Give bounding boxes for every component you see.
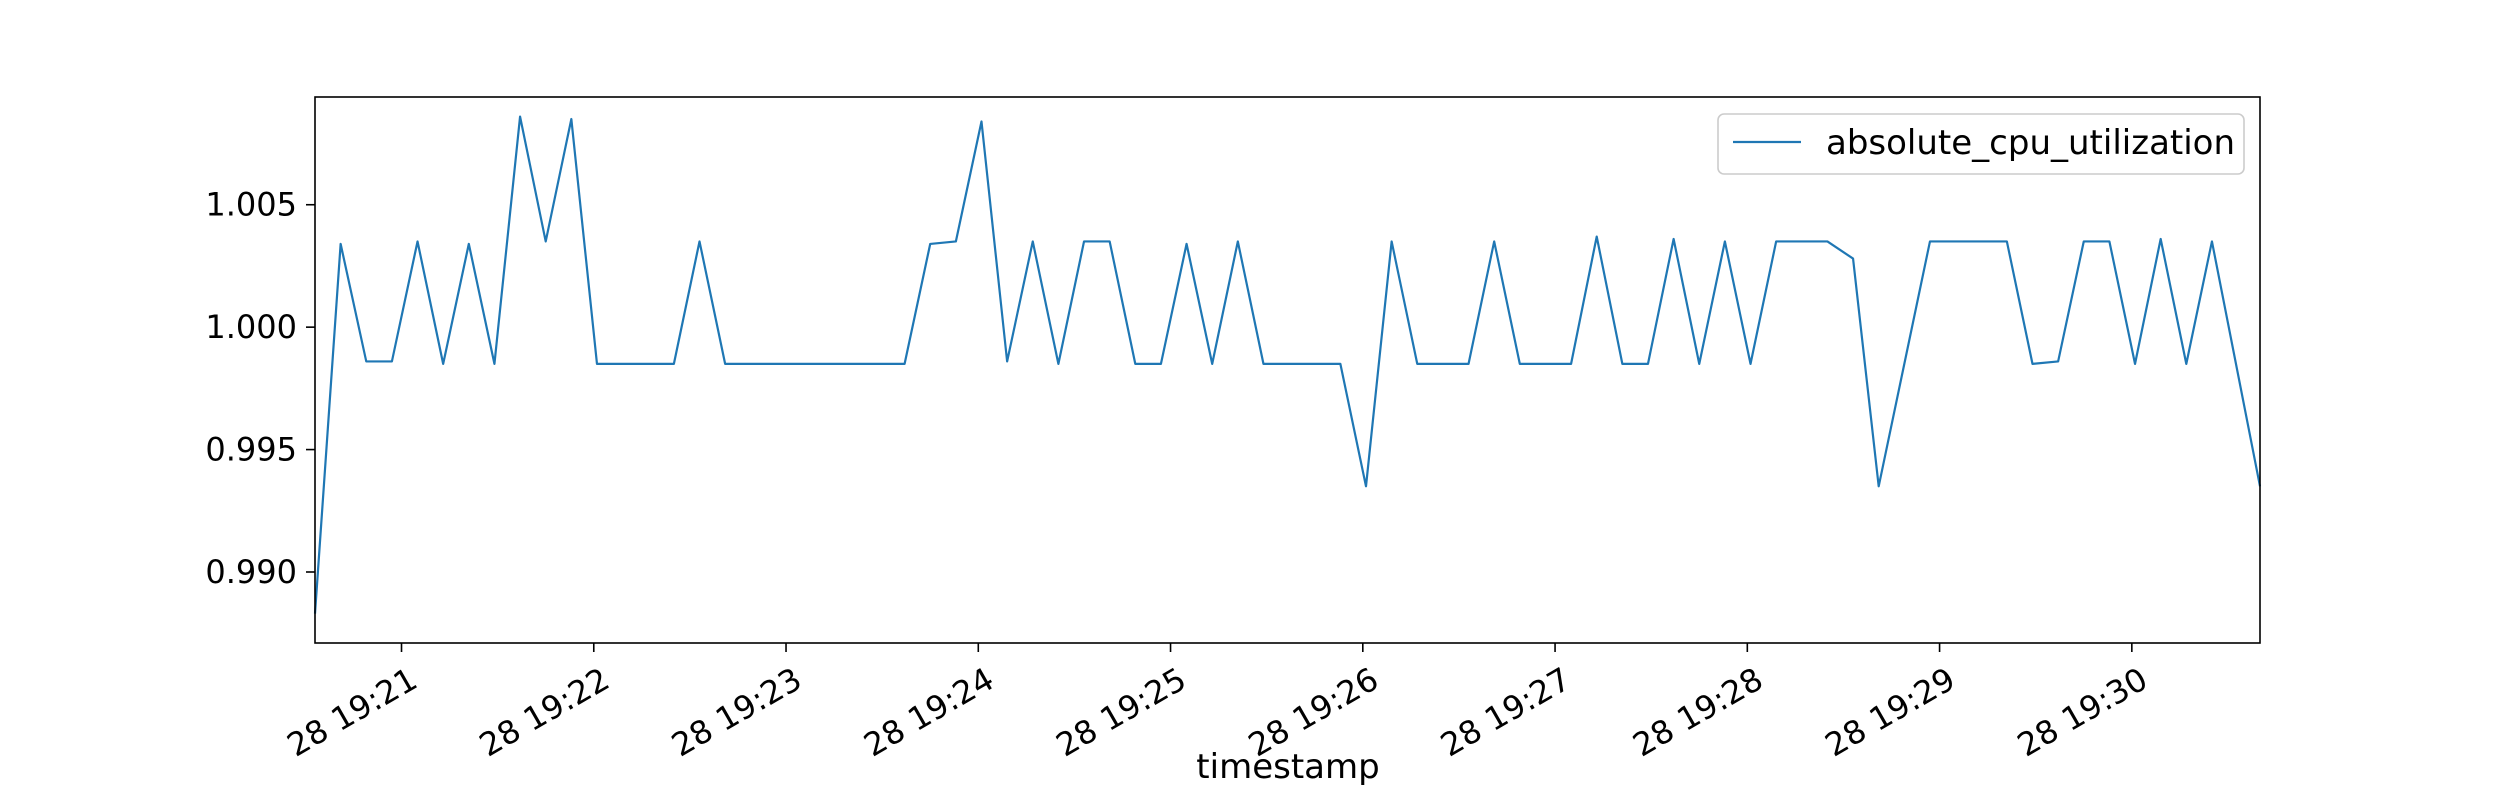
- y-tick-label: 0.990: [205, 553, 297, 591]
- legend-label: absolute_cpu_utilization: [1826, 123, 2235, 163]
- plot-frame: [314, 96, 2261, 644]
- series-line-0: [313, 115, 2262, 614]
- x-axis-label: timestamp: [1196, 747, 1379, 787]
- plot-area: [313, 96, 2262, 644]
- legend: absolute_cpu_utilization: [1717, 113, 2245, 175]
- legend-box: [1717, 113, 2245, 175]
- y-axis: 0.990 0.995 1.000 1.005: [205, 186, 315, 591]
- y-tick-label: 1.005: [205, 186, 297, 224]
- y-tick-label: 1.000: [205, 308, 297, 346]
- y-tick-label: 0.995: [205, 431, 297, 469]
